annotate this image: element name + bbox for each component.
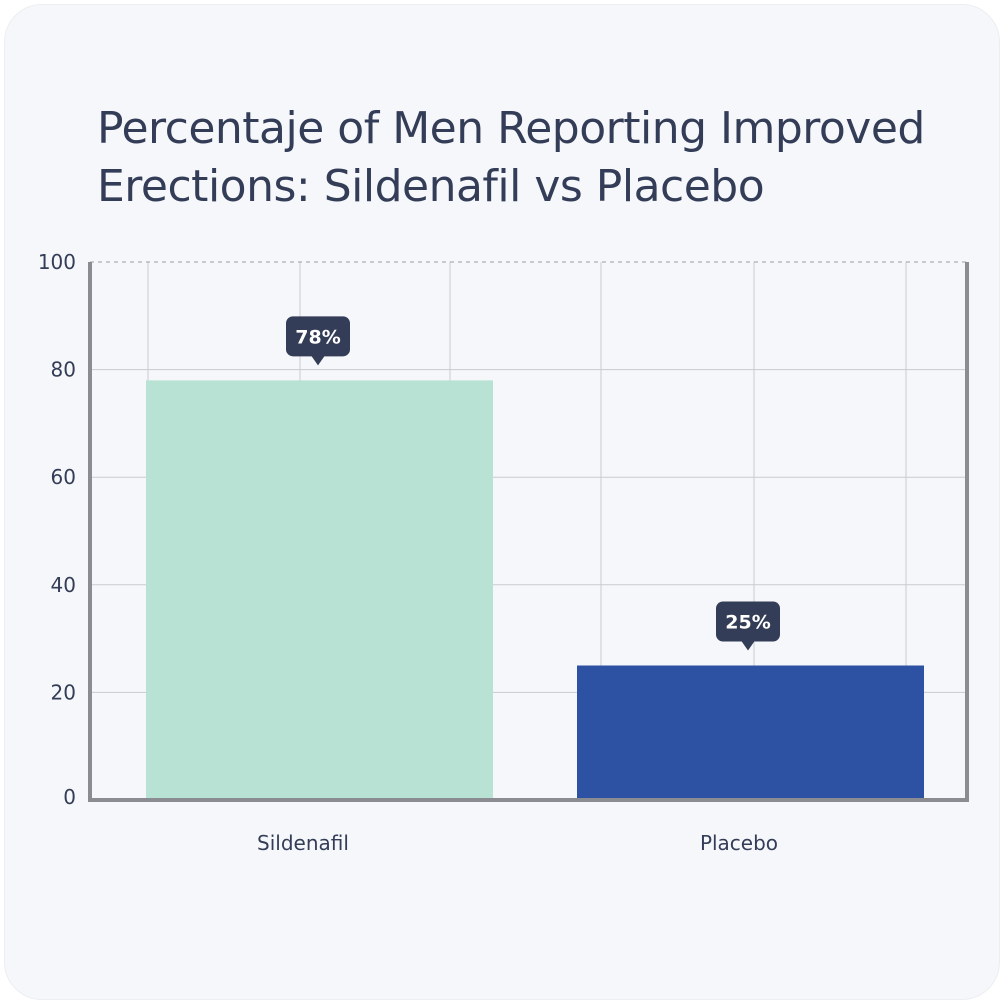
category-label: Placebo: [700, 831, 778, 855]
y-tick-labels: 0 20 40 60 80 100: [38, 250, 76, 809]
y-tick-label: 100: [38, 250, 76, 274]
value-label-bubble: [716, 601, 780, 642]
value-label: 78%: [286, 316, 350, 366]
y-tick-label: 40: [51, 573, 76, 597]
chart-title: Percentaje of Men Reporting Improved Ere…: [97, 103, 925, 212]
y-tick-label: 80: [51, 358, 76, 382]
value-label-pointer: [741, 640, 755, 651]
value-label-bubble: [286, 316, 350, 357]
bar: [577, 665, 924, 798]
value-label-text: 78%: [295, 326, 340, 348]
value-label: 25%: [716, 601, 780, 651]
bars: [146, 380, 924, 798]
y-tick-label: 60: [51, 465, 76, 489]
value-label-pointer: [311, 355, 325, 366]
category-labels: Sildenafil Placebo: [257, 831, 778, 855]
bar: [146, 380, 493, 798]
axes: [88, 262, 969, 802]
value-label-text: 25%: [725, 612, 770, 634]
y-tick-label: 20: [51, 680, 76, 704]
value-labels: 78% 25%: [286, 316, 780, 651]
category-label: Sildenafil: [257, 831, 349, 855]
y-tick-label: 0: [63, 785, 76, 809]
